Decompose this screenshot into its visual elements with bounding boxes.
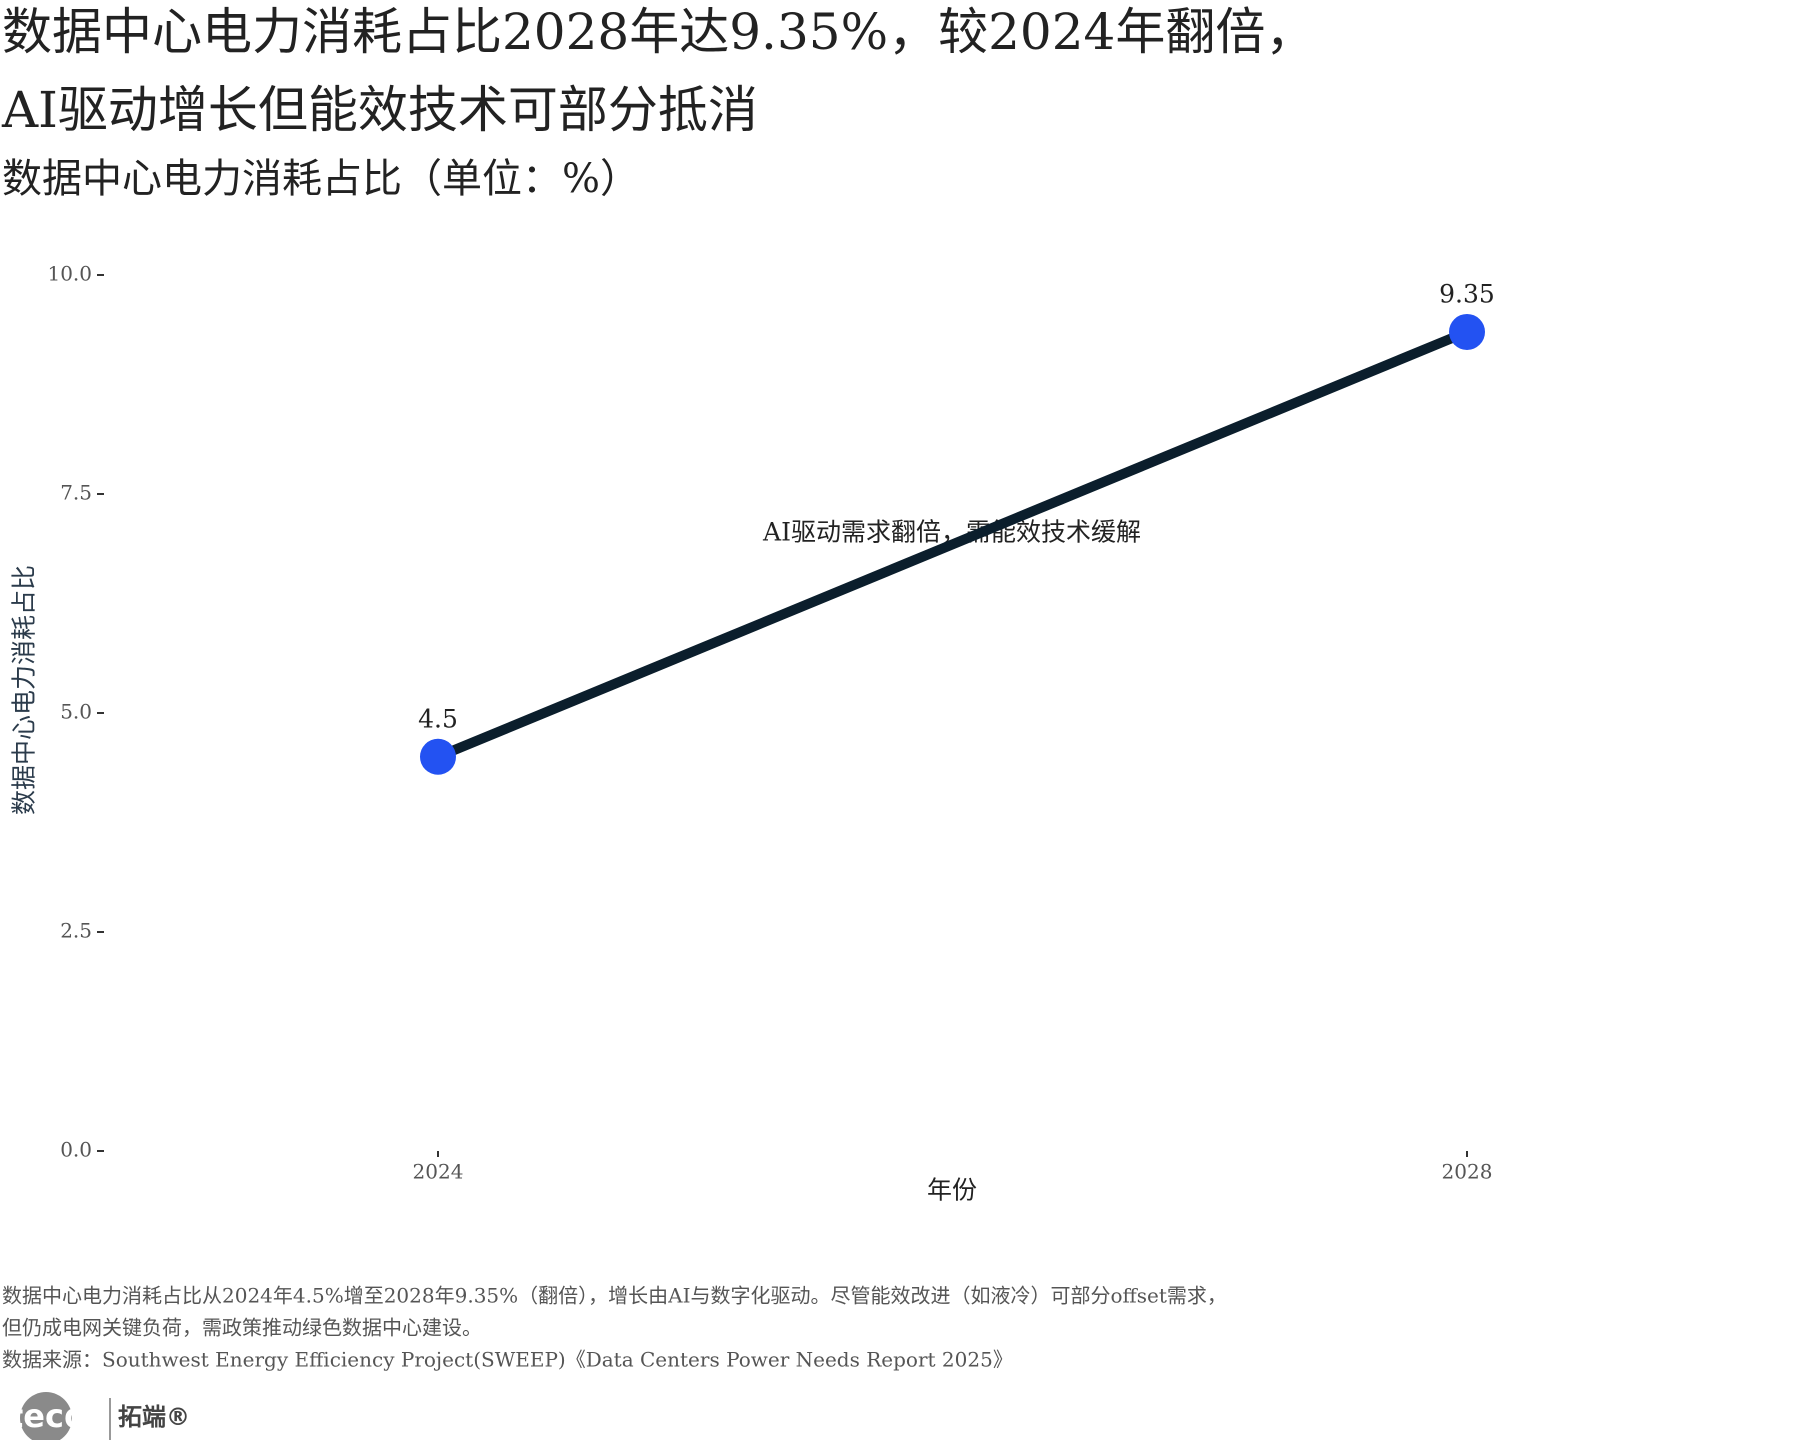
chart-title: 数据中心电力消耗占比2028年达9.35%，较2024年翻倍， [2, 3, 1315, 61]
data-point [1449, 313, 1485, 350]
y-tick-label: 7.5 [60, 481, 92, 505]
logo-badge [20, 1392, 72, 1440]
y-axis-title: 数据中心电力消耗占比 [10, 565, 39, 815]
x-tick-label: 2028 [1442, 1160, 1493, 1184]
series-line [436, 327, 1469, 762]
x-axis-title: 年份 [927, 1176, 977, 1205]
y-tick-label: 0.0 [60, 1138, 92, 1162]
data-point [420, 738, 456, 775]
data-label: 4.5 [418, 704, 458, 733]
note: 数据中心电力消耗占比从2024年4.5%增至2028年9.35%（翻倍），增长由… [2, 1284, 1227, 1308]
note: 但仍成电网关键负荷，需政策推动绿色数据中心建设。 [2, 1316, 482, 1340]
chart-subtitle: 数据中心电力消耗占比（单位：%） [2, 156, 640, 202]
data-label: 9.35 [1439, 279, 1495, 308]
x-tick-label: 2024 [413, 1160, 464, 1184]
y-tick-label: 2.5 [60, 919, 92, 943]
y-tick-label: 5.0 [60, 700, 92, 724]
logo-text: tecdat [8, 1397, 124, 1435]
source: 数据来源：Southwest Energy Efficiency Project… [2, 1348, 1013, 1372]
logo-brand: 拓端® [118, 1403, 190, 1431]
y-tick-label: 10.0 [47, 262, 92, 286]
chart-title: AI驱动增长但能效技术可部分抵消 [1, 81, 758, 139]
